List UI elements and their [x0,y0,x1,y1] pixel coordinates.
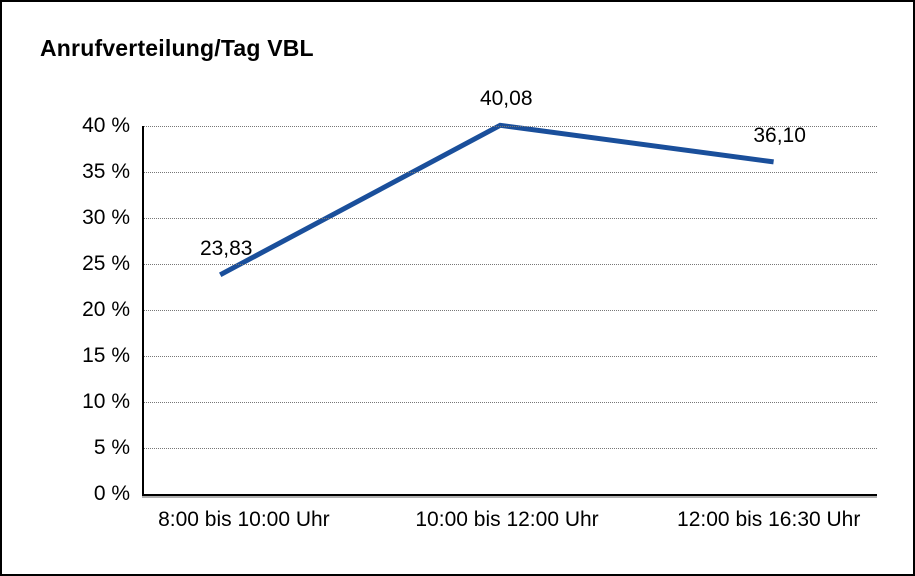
y-axis-tick-label: 40 % [82,114,130,137]
x-axis-category-label: 8:00 bis 10:00 Uhr [158,508,330,531]
chart-title: Anrufverteilung/Tag VBL [40,35,314,61]
gridline [144,310,877,311]
data-line-svg [219,122,774,278]
x-axis-category-label: 10:00 bis 12:00 Uhr [415,508,599,531]
data-line [219,122,774,278]
y-axis-tick-label: 35 % [82,160,130,183]
data-point-label: 40,08 [479,87,533,111]
gridline [144,172,877,173]
x-axis-category-label: 12:00 bis 16:30 Uhr [677,508,861,531]
y-axis-tick-label: 5 % [93,436,130,459]
gridline [144,356,877,357]
gridline [144,264,877,265]
y-axis-tick-label: 20 % [82,298,130,321]
gridline [144,126,877,127]
data-point-label: 36,10 [753,123,806,147]
plot-area [142,122,877,496]
y-axis-tick-label: 10 % [82,390,130,413]
y-axis-tick-label: 0 % [93,482,130,505]
gridline [144,218,877,219]
y-axis-tick-label: 30 % [82,206,130,229]
y-axis-tick-label: 25 % [82,252,130,275]
y-axis-tick-label: 15 % [82,344,130,367]
gridline [144,402,877,403]
data-point-label: 23,83 [199,236,253,260]
gridline [144,448,877,449]
